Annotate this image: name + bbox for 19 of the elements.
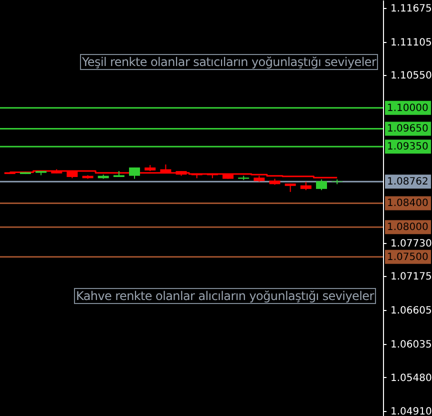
y-tick-label: 1.06605 [390,306,432,317]
ref-line-label: 1.08000 [387,222,428,234]
candlestick [316,178,328,191]
y-tick-label: 1.07730 [390,238,432,250]
y-tick-label: 1.06035 [390,340,432,351]
y-tick-label: 1.04910 [390,406,432,416]
y-tick-label: 1.07175 [390,272,432,283]
ref-line-label: 1.09350 [387,142,428,153]
annotation: Kahve renkte olanlar alıcıların yoğunlaştığı seviyeler [74,288,376,304]
ref-line-label: 1.10000 [387,102,428,114]
y-tick-label: 1.11105 [390,38,432,49]
ref-line-label: 1.09650 [387,124,428,135]
ref-line-label: 1.08762 [387,176,428,188]
ref-line-label: 1.08400 [387,198,428,210]
y-tick-label: 1.05480 [390,372,432,384]
annotation: Yeşil renkte olanlar satıcıların yoğunlaştığı seviyeler [80,54,378,70]
y-tick-label: 1.10550 [390,70,432,82]
y-tick-label: 1.11675 [390,4,432,15]
ref-line-label: 1.07500 [387,252,428,263]
